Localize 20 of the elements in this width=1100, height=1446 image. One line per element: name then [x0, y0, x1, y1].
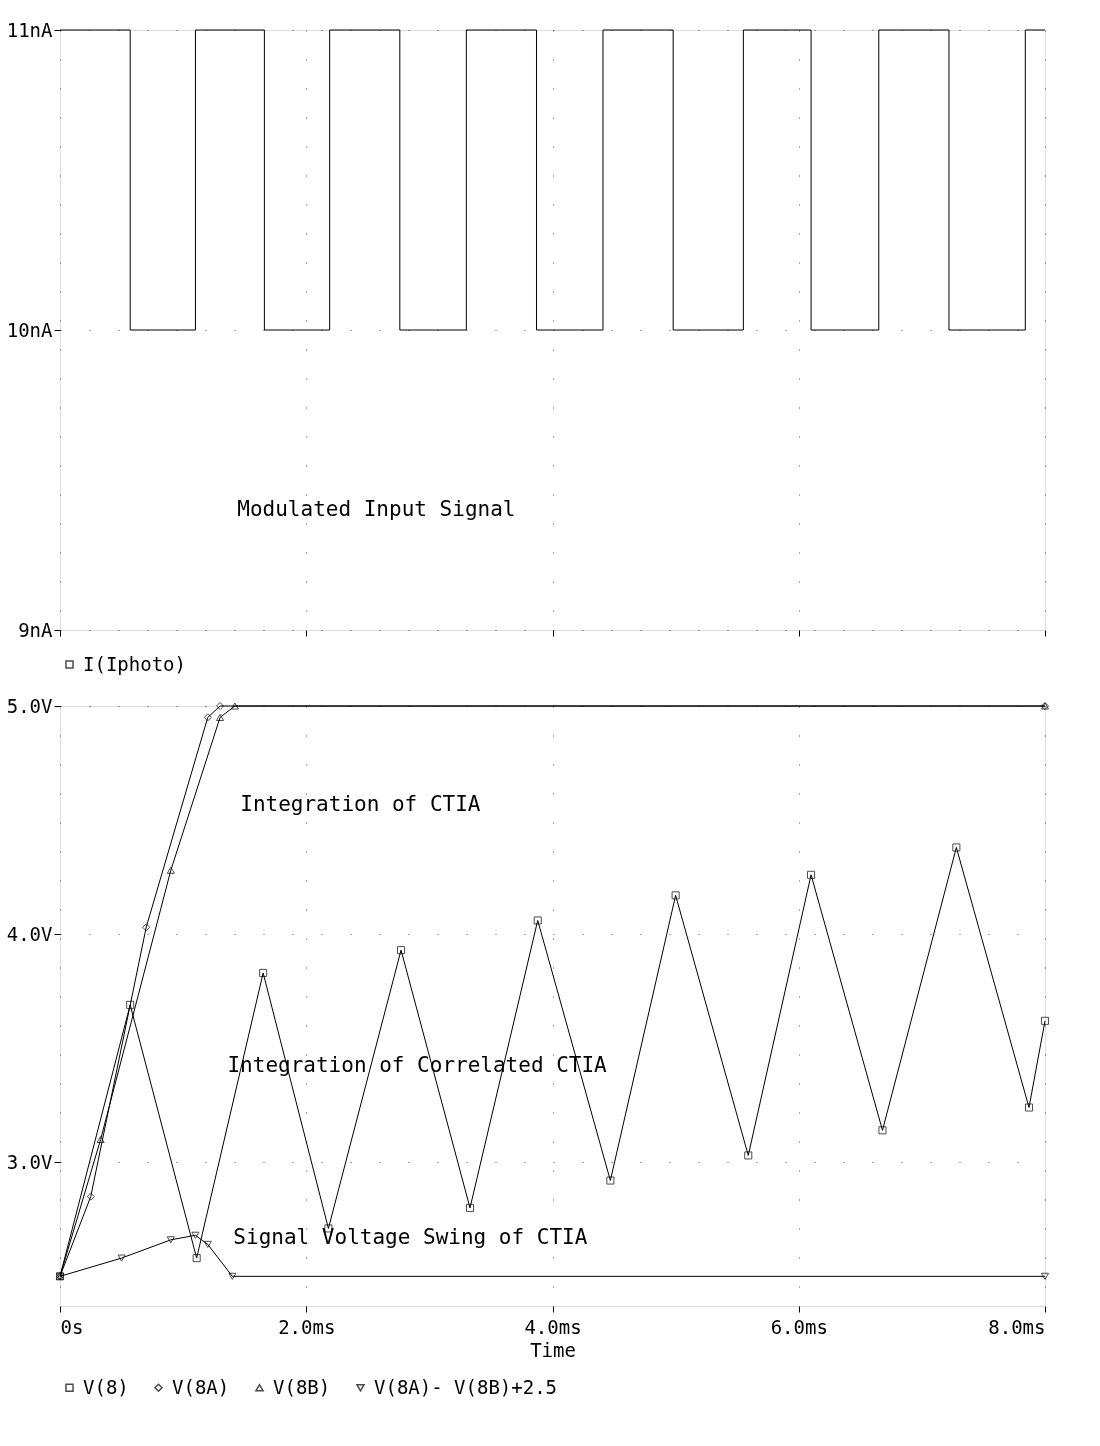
- y-tick-label: 3.0V: [6, 1150, 53, 1173]
- x-tick-label: 2.0ms: [278, 1315, 336, 1338]
- x-tick-label: 8.0ms: [988, 1315, 1046, 1338]
- y-tick-label: 9nA: [18, 618, 54, 641]
- annotation: Signal Voltage Swing of CTIA: [233, 1225, 588, 1250]
- legend-label: I(Iphoto): [83, 652, 186, 675]
- x-tick-label: 4.0ms: [524, 1315, 582, 1338]
- y-tick-label: 11nA: [6, 18, 54, 41]
- x-axis-title: Time: [530, 1338, 576, 1361]
- legend-label: V(8B): [273, 1375, 331, 1398]
- y-tick-label: 10nA: [6, 318, 54, 341]
- annotation: Integration of CTIA: [240, 792, 481, 816]
- y-tick-label: 4.0V: [6, 922, 53, 945]
- x-tick-label: 6.0ms: [770, 1315, 828, 1338]
- annotation: Modulated Input Signal: [237, 497, 516, 521]
- x-tick-label: 0s: [60, 1315, 84, 1338]
- y-tick-label: 5.0V: [6, 694, 53, 717]
- legend-label: V(8A): [172, 1375, 230, 1398]
- legend-label: V(8): [83, 1375, 129, 1398]
- legend-label: V(8A)- V(8B)+2.5: [374, 1375, 558, 1398]
